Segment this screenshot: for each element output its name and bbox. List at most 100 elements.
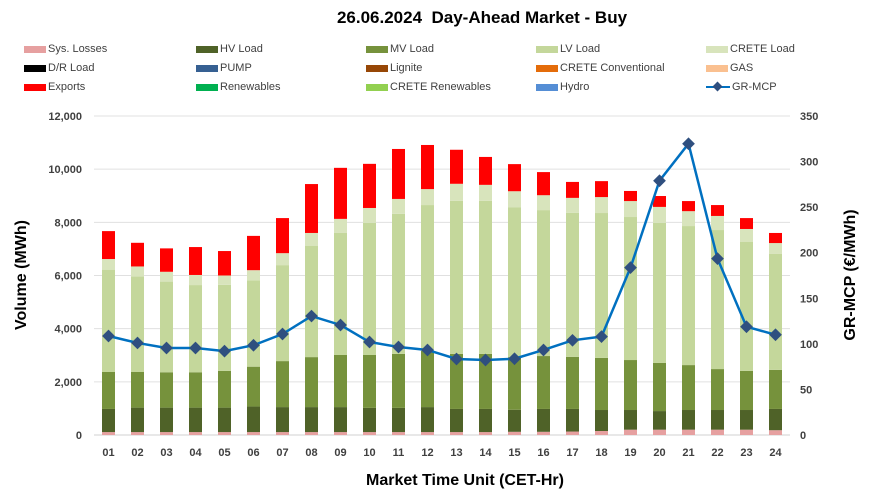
bar-segment-exports <box>595 181 608 198</box>
x-tick-label: 04 <box>189 447 202 459</box>
legend-item-renewables[interactable]: Renewables <box>196 79 281 95</box>
legend-label: HV Load <box>220 43 263 55</box>
legend: Sys. Losses HV Load MV Load LV Load CRETE Lo… <box>0 40 876 98</box>
bar-segment-hv-load <box>508 409 521 432</box>
x-tick-label: 01 <box>102 447 114 459</box>
bar-segment-exports <box>334 167 347 219</box>
y-tick-label: 4,000 <box>54 324 82 336</box>
bar-segment-crete-load <box>102 259 115 270</box>
bar-segment-lv-load <box>624 217 637 361</box>
legend-swatch <box>366 64 388 72</box>
bar-segment-sys-losses <box>711 429 724 435</box>
bar-segment-exports <box>566 181 579 198</box>
bar-stack-06 <box>247 235 260 435</box>
bar-stack-09 <box>334 167 347 435</box>
bar-segment-hv-load <box>305 407 318 433</box>
bar-segment-sys-losses <box>537 431 550 435</box>
legend-line-marker-icon <box>706 82 730 92</box>
bar-segment-hv-load <box>566 408 579 432</box>
bar-stack-21 <box>682 201 695 435</box>
legend-item-hv-load[interactable]: HV Load <box>196 41 263 57</box>
bar-segment-lv-load <box>508 207 521 358</box>
bar-segment-crete-load <box>450 183 463 201</box>
bar-segment-crete-load <box>537 195 550 211</box>
bar-segment-hv-load <box>334 407 347 433</box>
y-axis-title: Volume (MWh) <box>13 220 30 330</box>
x-tick-label: 24 <box>769 447 782 459</box>
bar-segment-exports <box>769 232 782 244</box>
bar-segment-lv-load <box>218 284 231 371</box>
bar-segment-hv-load <box>160 407 173 433</box>
legend-item-gas[interactable]: GAS <box>706 60 753 76</box>
bar-segment-mv-load <box>334 354 347 408</box>
legend-item-crete-conventional[interactable]: CRETE Conventional <box>536 60 665 76</box>
bar-segment-mv-load <box>566 356 579 409</box>
bar-segment-exports <box>421 144 434 190</box>
bar-stack-11 <box>392 148 405 435</box>
bar-segment-mv-load <box>247 366 260 407</box>
x-tick-label: 13 <box>450 447 462 459</box>
legend-item-lignite[interactable]: Lignite <box>366 60 422 76</box>
legend-item-crete-renewables[interactable]: CRETE Renewables <box>366 79 491 95</box>
legend-swatch <box>24 64 46 72</box>
bar-segment-exports <box>682 201 695 212</box>
y2-tick-label: 350 <box>800 111 818 123</box>
mcp-point-08 <box>305 309 318 323</box>
y-tick-label: 6,000 <box>54 271 82 283</box>
bar-stack-16 <box>537 172 550 435</box>
mcp-point-06 <box>247 338 260 352</box>
legend-label: GR-MCP <box>732 81 777 93</box>
y2-tick-label: 0 <box>800 430 806 442</box>
mcp-point-03 <box>160 341 173 355</box>
legend-item-crete-load[interactable]: CRETE Load <box>706 41 795 57</box>
bar-stack-02 <box>131 242 144 435</box>
x-tick-label: 10 <box>363 447 375 459</box>
mcp-point-09 <box>334 318 347 332</box>
bar-segment-crete-load <box>624 201 637 218</box>
bar-segment-lv-load <box>189 285 202 373</box>
legend-item-lv-load[interactable]: LV Load <box>536 41 600 57</box>
bar-segment-hv-load <box>363 407 376 433</box>
bar-segment-lv-load <box>160 281 173 373</box>
legend-item-exports[interactable]: Exports <box>24 79 85 95</box>
bar-segment-sys-losses <box>653 429 666 435</box>
bar-segment-exports <box>508 164 521 192</box>
bar-stack-07 <box>276 218 289 435</box>
bar-segment-crete-load <box>247 270 260 281</box>
bar-segment-lv-load <box>537 210 550 357</box>
bar-stack-17 <box>566 181 579 435</box>
y2-tick-label: 300 <box>800 157 818 169</box>
bar-segment-crete-load <box>769 243 782 254</box>
bar-segment-sys-losses <box>769 430 782 435</box>
bar-segment-sys-losses <box>421 432 434 435</box>
legend-item-mv-load[interactable]: MV Load <box>366 41 434 57</box>
legend-item-gr-mcp[interactable]: GR-MCP <box>706 79 777 95</box>
legend-item-pump[interactable]: PUMP <box>196 60 252 76</box>
bar-segment-mv-load <box>421 350 434 408</box>
legend-item-sys-losses[interactable]: Sys. Losses <box>24 41 107 57</box>
bar-segment-lv-load <box>131 276 144 372</box>
bar-segment-exports <box>392 148 405 199</box>
bar-segment-hv-load <box>682 410 695 430</box>
mcp-point-10 <box>363 335 376 349</box>
bar-segment-hv-load <box>653 411 666 430</box>
bar-segment-hv-load <box>276 407 289 433</box>
bar-segment-sys-losses <box>740 429 753 435</box>
legend-swatch <box>536 64 558 72</box>
bar-segment-hv-load <box>740 410 753 430</box>
bar-segment-exports <box>537 172 550 196</box>
legend-swatch <box>24 45 46 53</box>
bar-segment-mv-load <box>131 371 144 408</box>
bar-stack-12 <box>421 144 434 435</box>
legend-item-d-r-load[interactable]: D/R Load <box>24 60 94 76</box>
bar-segment-lv-load <box>479 200 492 354</box>
bar-segment-crete-load <box>218 275 231 285</box>
y2-tick-label: 50 <box>800 384 812 396</box>
legend-item-hydro[interactable]: Hydro <box>536 79 589 95</box>
bar-stack-20 <box>653 196 666 435</box>
y-tick-label: 12,000 <box>48 111 82 123</box>
bar-segment-lv-load <box>566 212 579 357</box>
bar-segment-exports <box>247 235 260 271</box>
bar-segment-hv-load <box>247 406 260 433</box>
bar-segment-exports <box>450 149 463 184</box>
